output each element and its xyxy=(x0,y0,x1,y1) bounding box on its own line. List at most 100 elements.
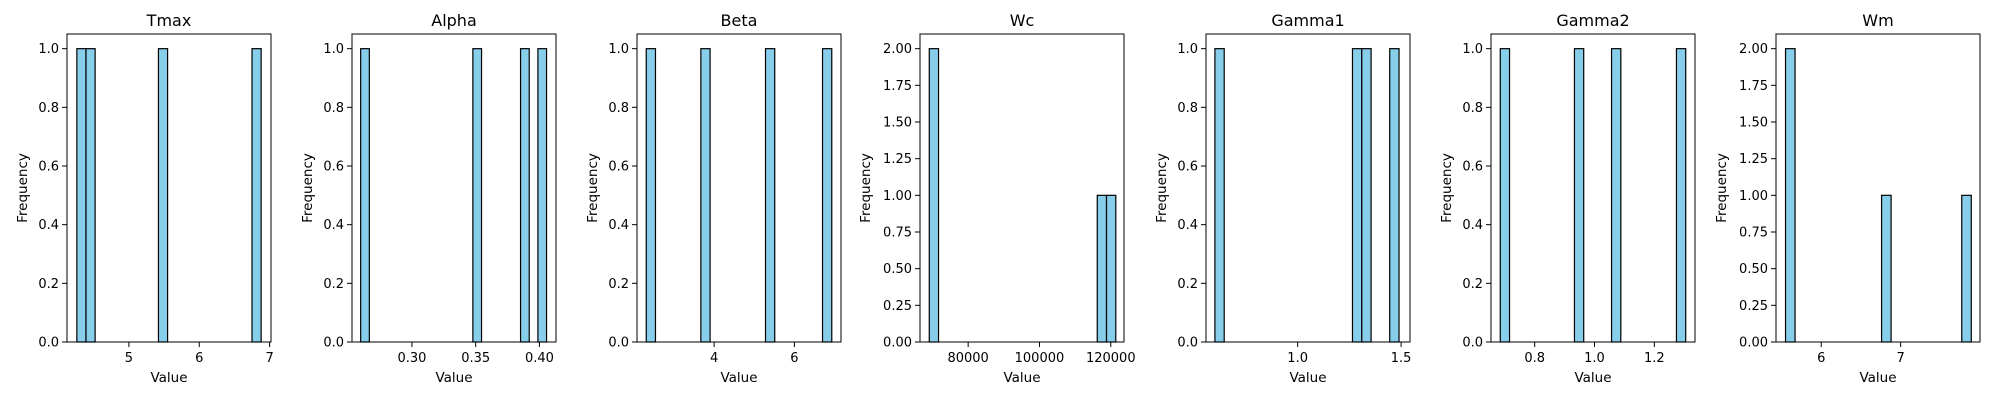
x-tick-label: 7 xyxy=(1896,351,1904,366)
y-tick-label: 0.0 xyxy=(1462,336,1483,351)
y-axis-label: Frequency xyxy=(1439,153,1455,223)
histogram-bar xyxy=(1961,194,1972,343)
x-tick-label: 6 xyxy=(1817,351,1825,366)
y-tick-label: 0.0 xyxy=(38,336,59,351)
x-tick-label: 120000 xyxy=(1086,351,1136,366)
histogram-bar xyxy=(1361,48,1372,343)
y-tick-label: 2.00 xyxy=(1739,42,1768,57)
x-tick-label: 0.35 xyxy=(461,351,490,366)
plot-frame xyxy=(636,33,842,343)
histogram-bar xyxy=(1214,48,1225,343)
y-tick-label: 1.0 xyxy=(323,42,344,57)
y-tick-label: 1.0 xyxy=(1462,42,1483,57)
y-axis-label: Frequency xyxy=(585,153,601,223)
subplot-title: Wm xyxy=(1862,11,1893,30)
y-tick-label: 0.0 xyxy=(323,336,344,351)
subplot-title: Gamma1 xyxy=(1271,11,1344,30)
histogram-bar xyxy=(85,48,96,343)
y-tick-label: 0.6 xyxy=(1177,160,1198,175)
y-tick-label: 0.50 xyxy=(1739,262,1768,277)
y-tick-label: 0.25 xyxy=(883,299,912,314)
x-tick-label: 1.5 xyxy=(1391,351,1412,366)
x-tick-label: 1.0 xyxy=(1287,351,1308,366)
plot-frame xyxy=(1490,33,1696,343)
histogram-bar xyxy=(645,48,657,343)
y-tick-label: 0.8 xyxy=(1177,101,1198,116)
histogram-bar xyxy=(1880,194,1892,343)
y-tick-label: 0.2 xyxy=(323,277,344,292)
y-tick-label: 1.25 xyxy=(1739,152,1768,167)
histogram-bar xyxy=(1499,48,1511,343)
x-axis-label: Value xyxy=(1859,370,1896,386)
y-tick-label: 0.2 xyxy=(1462,277,1483,292)
y-tick-label: 0.4 xyxy=(1177,218,1198,233)
y-tick-label: 1.50 xyxy=(1739,116,1768,131)
x-axis-label: Value xyxy=(435,370,472,386)
subplot-gamma2: 0.0 0.2 0.4 0.6 0.8 1.0 0.8 1.0 1.2 Gamma2 Value Fr… xyxy=(1439,11,1696,386)
plot-frame xyxy=(66,33,272,343)
x-axis-label: Value xyxy=(720,370,757,386)
y-tick-label: 0.00 xyxy=(1739,336,1768,351)
histogram-bar xyxy=(821,48,833,343)
histogram-bar xyxy=(1389,48,1400,343)
y-tick-label: 0.2 xyxy=(1177,277,1198,292)
histogram-bar xyxy=(1784,48,1796,343)
y-tick-label: 0.0 xyxy=(1177,336,1198,351)
y-tick-label: 1.25 xyxy=(883,152,912,167)
x-tick-label: 4 xyxy=(710,351,718,366)
histogram-bar xyxy=(1573,48,1585,343)
x-axis-label: Value xyxy=(150,370,187,386)
y-axis-label: Frequency xyxy=(1714,153,1730,223)
y-tick-label: 0.25 xyxy=(1739,299,1768,314)
y-tick-label: 0.4 xyxy=(323,218,344,233)
y-tick-label: 1.75 xyxy=(883,79,912,94)
y-tick-label: 0.4 xyxy=(608,218,629,233)
subplot-wm: 0.00 0.25 0.50 0.75 1.00 1.25 1.50 1.75 2.00 6 7 Wm… xyxy=(1714,11,1981,386)
y-tick-label: 0.8 xyxy=(608,101,629,116)
histogram-bar xyxy=(928,48,940,343)
y-tick-label: 0.6 xyxy=(323,160,344,175)
y-axis-label: Frequency xyxy=(15,153,31,223)
y-tick-label: 1.00 xyxy=(883,189,912,204)
subplot-title: Wc xyxy=(1010,11,1035,30)
y-axis-label: Frequency xyxy=(858,153,874,223)
x-axis-label: Value xyxy=(1289,370,1326,386)
y-tick-label: 1.0 xyxy=(38,42,59,57)
y-tick-label: 1.00 xyxy=(1739,189,1768,204)
histogram-bar xyxy=(1096,194,1108,343)
y-tick-label: 0.75 xyxy=(883,226,912,241)
y-axis-label: Frequency xyxy=(300,153,316,223)
plot-frame xyxy=(351,33,557,343)
histogram-bar xyxy=(76,48,87,343)
plot-frame xyxy=(1205,33,1411,343)
y-tick-label: 0.2 xyxy=(608,277,629,292)
x-tick-label: 6 xyxy=(195,351,203,366)
subplot-wc: 0.00 0.25 0.50 0.75 1.00 1.25 1.50 1.75 2.00 8000… xyxy=(858,11,1136,386)
histogram-bar xyxy=(1105,194,1117,343)
y-axis-label: Frequency xyxy=(1154,153,1170,223)
x-tick-label: 7 xyxy=(265,351,273,366)
y-tick-label: 0.8 xyxy=(38,101,59,116)
y-tick-label: 0.6 xyxy=(608,160,629,175)
histogram-bar xyxy=(1675,48,1687,343)
subplot-title: Beta xyxy=(721,11,758,30)
y-tick-label: 0.00 xyxy=(883,336,912,351)
subplot-title: Alpha xyxy=(431,11,477,30)
x-tick-label: 100000 xyxy=(1015,351,1065,366)
histogram-bar xyxy=(472,48,483,343)
plot-frame xyxy=(1775,33,1981,343)
y-tick-label: 0.0 xyxy=(608,336,629,351)
histogram-bar xyxy=(360,48,370,343)
y-tick-label: 0.6 xyxy=(38,160,59,175)
y-tick-label: 0.8 xyxy=(323,101,344,116)
y-tick-label: 1.75 xyxy=(1739,79,1768,94)
x-tick-label: 0.8 xyxy=(1524,351,1545,366)
histogram-bar xyxy=(519,48,530,343)
x-axis-label: Value xyxy=(1574,370,1611,386)
subplot-title: Tmax xyxy=(146,11,192,30)
x-tick-label: 1.2 xyxy=(1644,351,1665,366)
histogram-bar xyxy=(157,48,169,343)
y-tick-label: 0.75 xyxy=(1739,226,1768,241)
histogram-bar xyxy=(537,48,548,343)
